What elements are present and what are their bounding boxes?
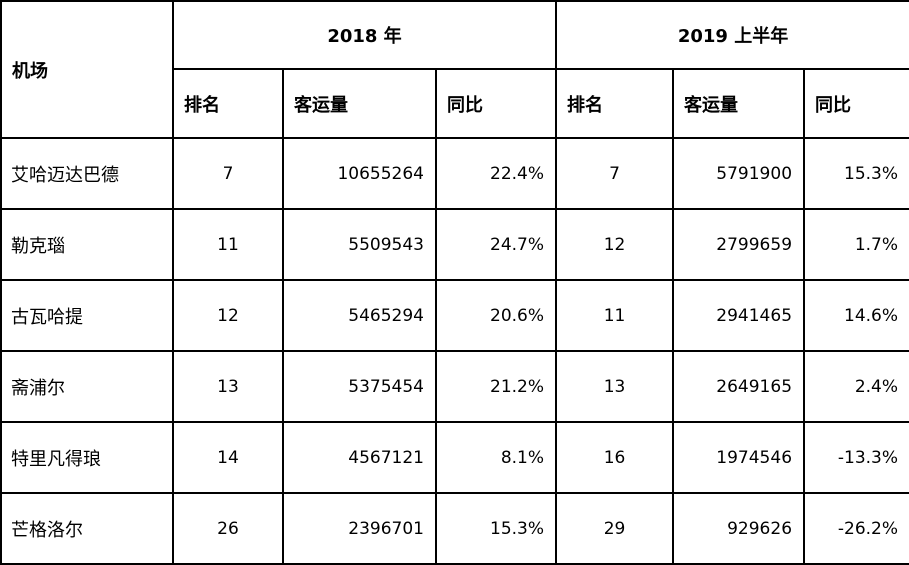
airport-name-cell: 古瓦哈提: [0, 279, 174, 352]
rank-2018-header: 排名: [172, 68, 284, 139]
volume-2019-cell: 2941465: [672, 279, 806, 352]
rank-2019-header: 排名: [555, 68, 675, 139]
yoy-2018-cell: 24.7%: [434, 208, 558, 281]
volume-2019-cell: 2799659: [672, 208, 806, 281]
table-row: 特里凡得琅 14 4567121 8.1% 16 1974546 -13.3%: [0, 421, 909, 494]
yoy-2019-cell: -13.3%: [803, 421, 909, 494]
airport-column-header: 机场: [0, 0, 174, 139]
rank-2019-cell: 12: [555, 208, 675, 281]
volume-2019-header: 客运量: [672, 68, 806, 139]
header-group-row: 机场 2018 年 2019 上半年: [0, 0, 909, 139]
rank-2018-cell: 26: [172, 492, 284, 565]
airport-name-cell: 芒格洛尔: [0, 492, 174, 565]
volume-2019-cell: 929626: [672, 492, 806, 565]
table-row: 勒克瑙 11 5509543 24.7% 12 2799659 1.7%: [0, 208, 909, 281]
yoy-2019-cell: 1.7%: [803, 208, 909, 281]
airport-name-cell: 艾哈迈达巴德: [0, 137, 174, 210]
rank-2019-cell: 16: [555, 421, 675, 494]
volume-2018-cell: 5465294: [282, 279, 437, 352]
yoy-2018-header: 同比: [434, 68, 558, 139]
rank-2018-cell: 7: [172, 137, 284, 210]
rank-2019-cell: 13: [555, 350, 675, 423]
airport-name-cell: 勒克瑙: [0, 208, 174, 281]
yoy-2019-cell: 14.6%: [803, 279, 909, 352]
year-2018-group-header: 2018 年: [171, 0, 558, 70]
yoy-2018-cell: 8.1%: [434, 421, 558, 494]
table-row: 芒格洛尔 26 2396701 15.3% 29 929626 -26.2%: [0, 492, 909, 565]
volume-2018-cell: 5509543: [282, 208, 437, 281]
airport-name-cell: 斋浦尔: [0, 350, 174, 423]
volume-2019-cell: 5791900: [672, 137, 806, 210]
yoy-2018-cell: 15.3%: [434, 492, 558, 565]
rank-2018-cell: 11: [172, 208, 284, 281]
yoy-2018-cell: 22.4%: [434, 137, 558, 210]
rank-2019-cell: 11: [555, 279, 675, 352]
rank-2018-cell: 14: [172, 421, 284, 494]
table-row: 斋浦尔 13 5375454 21.2% 13 2649165 2.4%: [0, 350, 909, 423]
yoy-2019-cell: -26.2%: [803, 492, 909, 565]
table-row: 古瓦哈提 12 5465294 20.6% 11 2941465 14.6%: [0, 279, 909, 352]
header-sub-row: 排名 客运量 同比 排名 客运量 同比: [1, 68, 909, 139]
year-2019-group-header: 2019 上半年: [555, 0, 909, 70]
rank-2019-cell: 7: [555, 137, 675, 210]
volume-2018-header: 客运量: [282, 68, 437, 139]
yoy-2019-header: 同比: [803, 68, 909, 139]
airport-name-cell: 特里凡得琅: [0, 421, 174, 494]
volume-2018-cell: 2396701: [282, 492, 437, 565]
volume-2018-cell: 4567121: [282, 421, 437, 494]
volume-2019-cell: 1974546: [672, 421, 806, 494]
yoy-2019-cell: 2.4%: [803, 350, 909, 423]
yoy-2018-cell: 21.2%: [434, 350, 558, 423]
volume-2018-cell: 10655264: [282, 137, 437, 210]
volume-2019-cell: 2649165: [672, 350, 806, 423]
yoy-2019-cell: 15.3%: [803, 137, 909, 210]
table-row: 艾哈迈达巴德 7 10655264 22.4% 7 5791900 15.3%: [0, 137, 909, 210]
volume-2018-cell: 5375454: [282, 350, 437, 423]
yoy-2018-cell: 20.6%: [434, 279, 558, 352]
rank-2018-cell: 13: [172, 350, 284, 423]
rank-2019-cell: 29: [555, 492, 675, 565]
rank-2018-cell: 12: [172, 279, 284, 352]
